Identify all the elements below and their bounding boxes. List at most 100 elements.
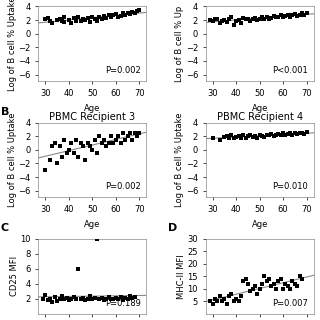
Point xyxy=(250,286,255,291)
Point xyxy=(130,9,135,14)
Point xyxy=(238,293,244,299)
Point xyxy=(69,140,74,146)
Point xyxy=(231,22,236,27)
Point xyxy=(130,137,135,142)
Point xyxy=(260,281,265,286)
Point xyxy=(290,13,295,18)
Text: P=0.010: P=0.010 xyxy=(272,182,308,191)
Point xyxy=(234,134,239,140)
Point xyxy=(274,286,279,291)
Point xyxy=(255,18,260,23)
Point xyxy=(99,17,104,22)
Point xyxy=(274,132,279,137)
Point xyxy=(299,130,304,135)
Point xyxy=(255,135,260,140)
Point xyxy=(231,135,236,140)
Point xyxy=(271,13,276,19)
Point xyxy=(127,294,132,299)
Point xyxy=(73,137,78,142)
Point xyxy=(76,154,81,159)
Point xyxy=(66,298,71,303)
Point xyxy=(278,133,283,138)
Point xyxy=(304,130,309,135)
Point xyxy=(106,294,111,300)
Point xyxy=(111,297,116,302)
Point xyxy=(297,12,302,17)
Y-axis label: Log of B cell % Uptake: Log of B cell % Uptake xyxy=(175,113,184,207)
Point xyxy=(250,17,255,22)
Point xyxy=(120,130,125,135)
Point xyxy=(116,296,121,301)
Point xyxy=(78,18,83,23)
Point xyxy=(64,151,69,156)
Point xyxy=(278,276,283,281)
Point xyxy=(257,286,262,291)
Point xyxy=(220,299,225,304)
Point xyxy=(231,299,236,304)
Point xyxy=(215,299,220,304)
Point xyxy=(127,130,132,135)
Point xyxy=(269,15,274,20)
Point xyxy=(224,20,229,25)
Point xyxy=(59,18,64,23)
Point xyxy=(71,294,76,300)
Point xyxy=(90,15,95,20)
Point xyxy=(241,279,246,284)
Point xyxy=(123,137,128,142)
Y-axis label: CD25 MFI: CD25 MFI xyxy=(10,256,19,296)
Point xyxy=(271,133,276,139)
Point xyxy=(222,18,227,23)
Point xyxy=(127,11,132,16)
Point xyxy=(111,140,116,146)
Point xyxy=(288,131,293,136)
Point xyxy=(87,294,92,299)
Point xyxy=(134,133,140,139)
Point xyxy=(87,20,92,25)
Point xyxy=(252,15,258,20)
Point xyxy=(118,13,123,19)
Point xyxy=(87,144,92,149)
Point xyxy=(215,17,220,22)
Point xyxy=(248,133,253,138)
Point xyxy=(295,284,300,289)
Point xyxy=(57,16,62,21)
Point xyxy=(267,16,272,21)
Point xyxy=(262,134,267,140)
Point xyxy=(113,137,118,142)
Point xyxy=(245,133,251,139)
Point xyxy=(283,281,288,286)
Point xyxy=(50,300,55,305)
Point xyxy=(264,132,269,137)
Point xyxy=(248,18,253,23)
Text: D: D xyxy=(168,223,177,233)
Point xyxy=(208,18,213,23)
Point xyxy=(241,133,246,138)
Point xyxy=(104,296,109,301)
Point xyxy=(243,17,248,22)
Point xyxy=(245,16,251,21)
Point xyxy=(101,13,107,19)
Y-axis label: Log of B cell % Uptake: Log of B cell % Uptake xyxy=(8,0,17,91)
Point xyxy=(134,9,140,14)
Point xyxy=(210,301,215,306)
Point xyxy=(43,168,48,173)
Text: P=0.007: P=0.007 xyxy=(272,299,308,308)
Point xyxy=(217,293,222,299)
Point xyxy=(90,147,95,152)
Point xyxy=(101,137,107,142)
Point xyxy=(85,296,90,301)
Point xyxy=(236,133,241,139)
Point xyxy=(299,276,304,281)
Text: C: C xyxy=(1,223,9,233)
Point xyxy=(283,133,288,138)
Point xyxy=(106,140,111,146)
Point xyxy=(269,132,274,137)
Point xyxy=(116,133,121,139)
Point xyxy=(292,281,297,286)
Point xyxy=(55,161,60,166)
Point xyxy=(264,279,269,284)
Point xyxy=(290,279,295,284)
Point xyxy=(220,18,225,23)
Point xyxy=(132,11,137,16)
Point xyxy=(108,14,114,19)
